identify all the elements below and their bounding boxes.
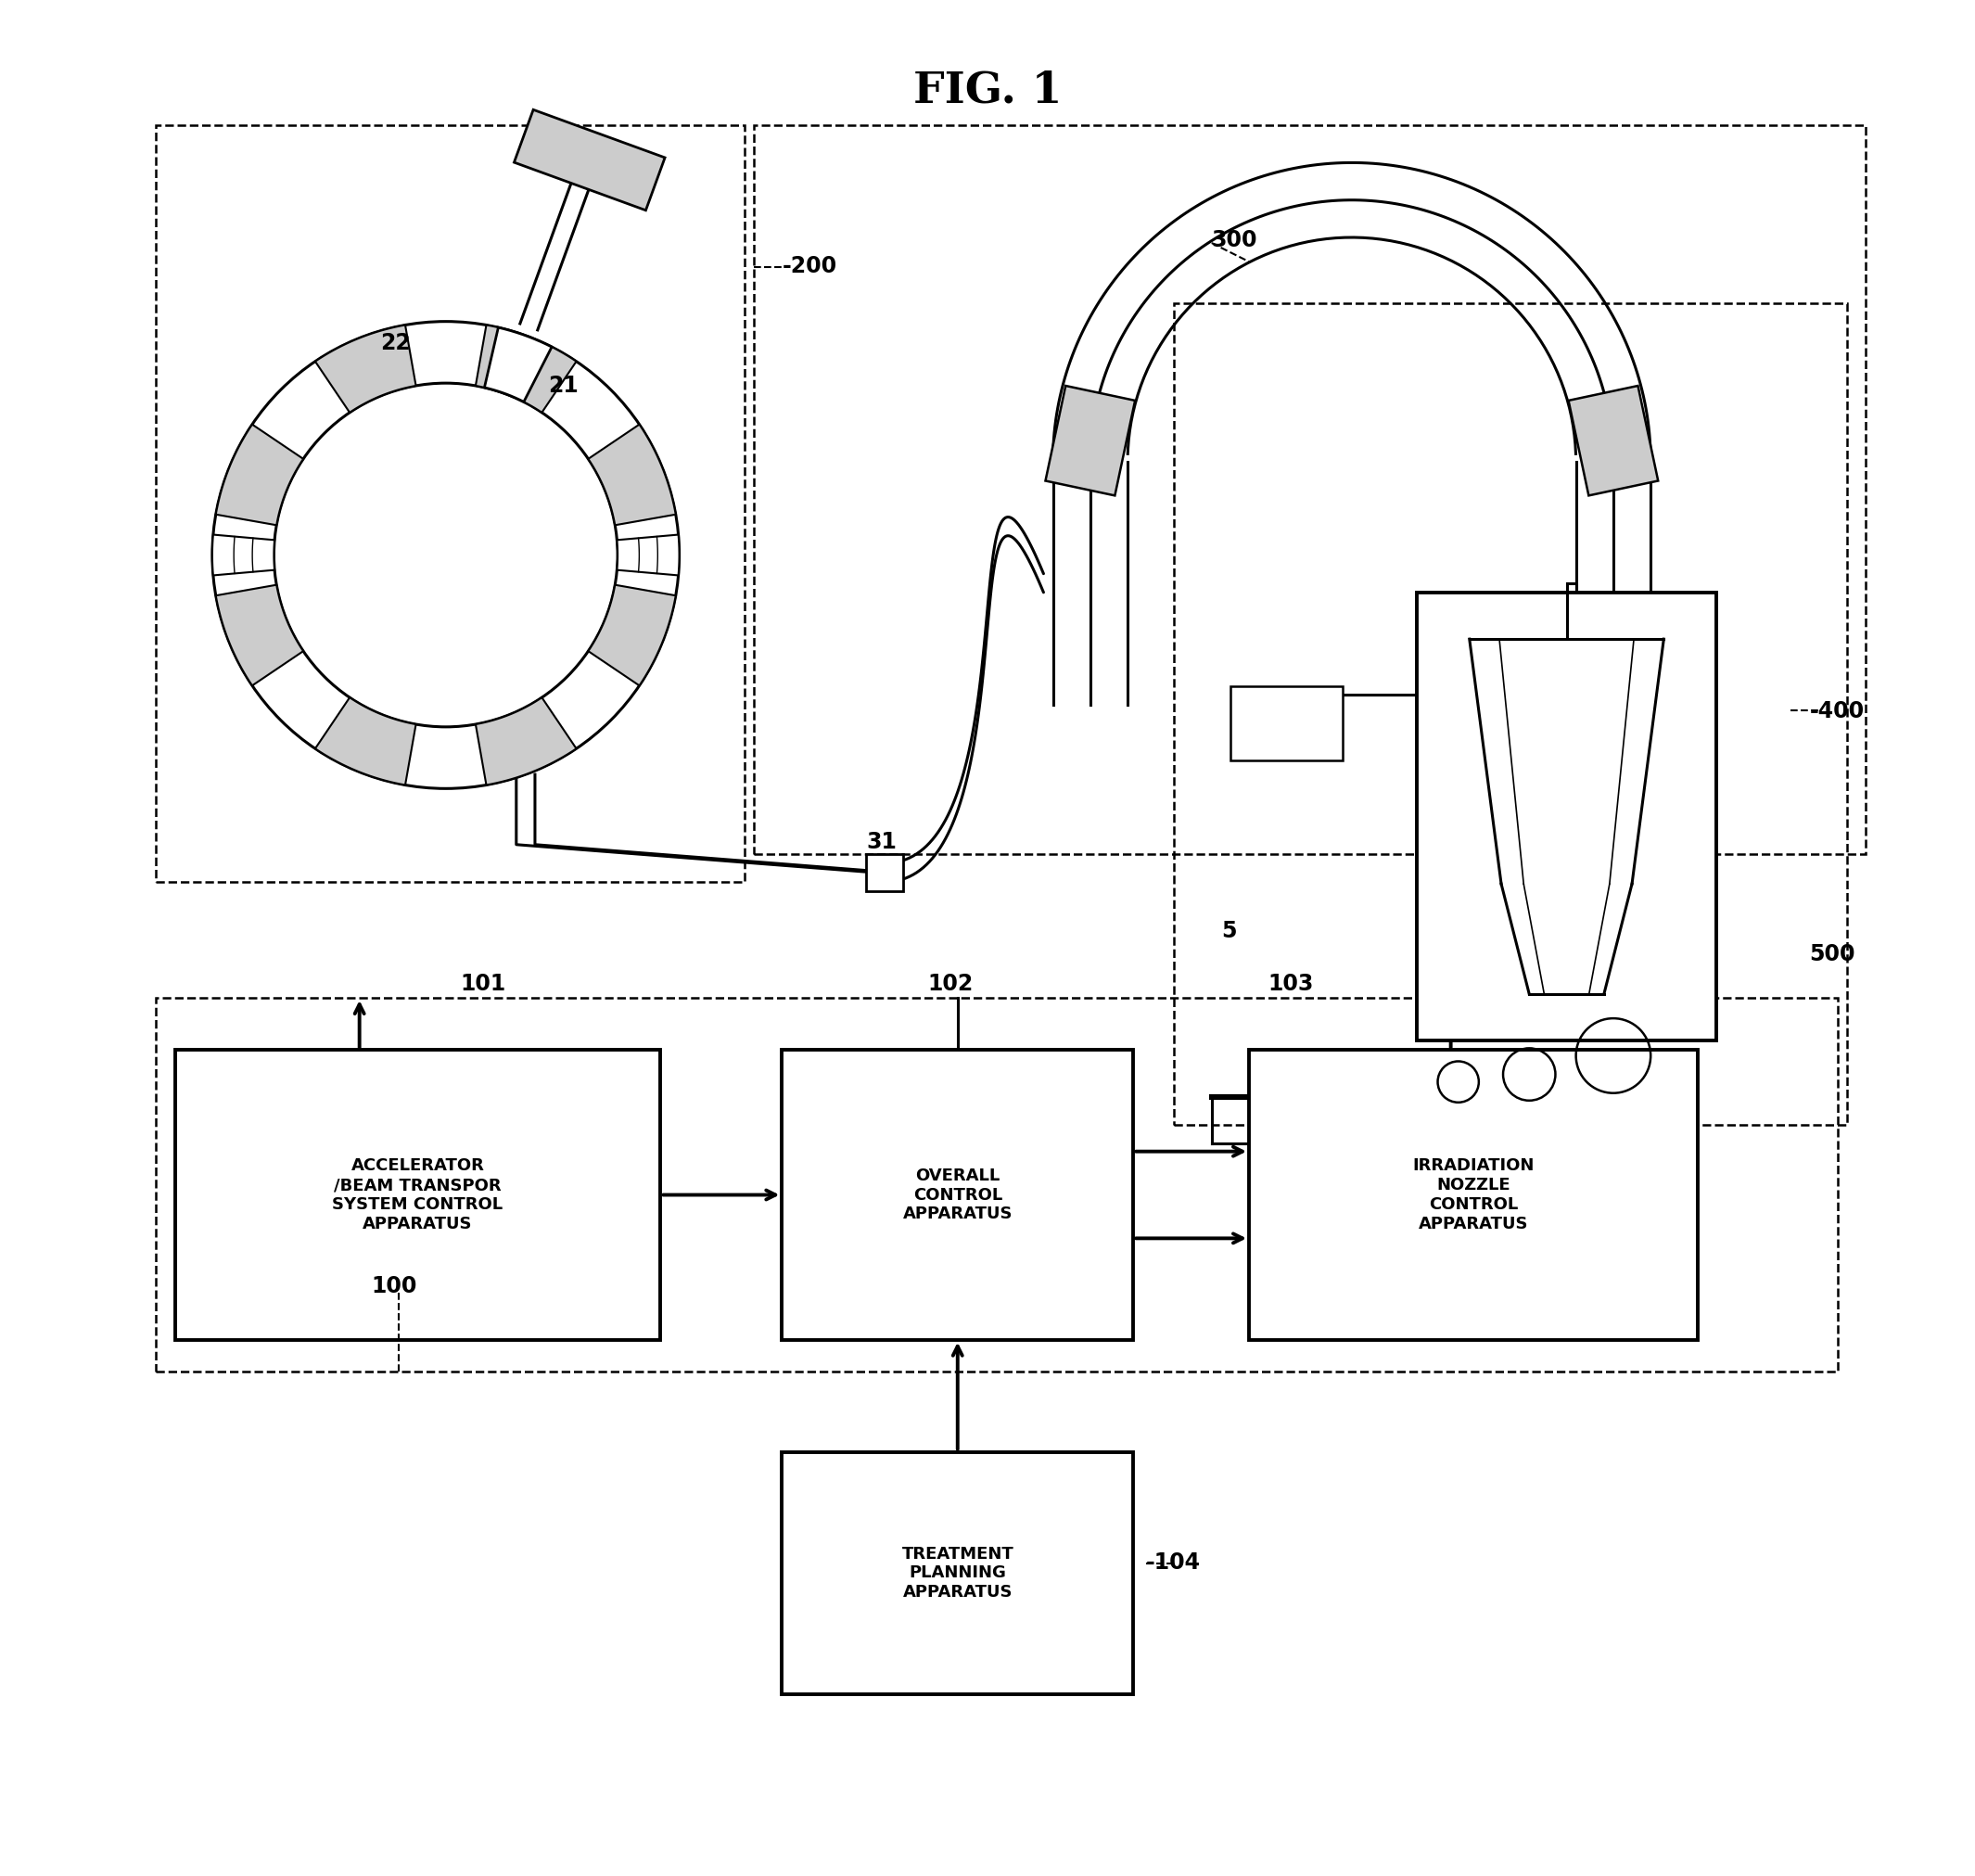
Text: 102: 102 bbox=[928, 972, 974, 994]
Polygon shape bbox=[211, 535, 275, 576]
Bar bbox=[1175, 302, 1847, 1126]
Polygon shape bbox=[476, 325, 577, 413]
Bar bbox=[156, 998, 1837, 1371]
Bar bbox=[1230, 687, 1343, 760]
Text: -400: -400 bbox=[1809, 700, 1864, 722]
Text: 21: 21 bbox=[549, 375, 579, 398]
Text: ACCELERATOR
/BEAM TRANSPOR
SYSTEM CONTROL
APPARATUS: ACCELERATOR /BEAM TRANSPOR SYSTEM CONTRO… bbox=[332, 1157, 504, 1233]
Bar bbox=[1248, 1051, 1697, 1339]
Text: 500: 500 bbox=[1809, 944, 1855, 964]
Text: 31: 31 bbox=[867, 831, 897, 854]
Polygon shape bbox=[589, 424, 675, 525]
Text: 22: 22 bbox=[381, 332, 411, 355]
Text: FIG. 1: FIG. 1 bbox=[912, 69, 1063, 113]
Bar bbox=[754, 126, 1866, 854]
Bar bbox=[514, 109, 666, 210]
Polygon shape bbox=[476, 698, 577, 784]
Text: OVERALL
CONTROL
APPARATUS: OVERALL CONTROL APPARATUS bbox=[903, 1167, 1013, 1223]
Text: 5: 5 bbox=[1221, 921, 1236, 942]
Bar bbox=[176, 1051, 660, 1339]
Bar bbox=[1045, 386, 1136, 495]
Text: 100: 100 bbox=[371, 1276, 417, 1298]
Polygon shape bbox=[616, 535, 679, 576]
Text: 101: 101 bbox=[460, 972, 506, 994]
Polygon shape bbox=[316, 325, 417, 413]
Text: 300: 300 bbox=[1213, 229, 1258, 251]
Text: -200: -200 bbox=[782, 255, 837, 278]
Polygon shape bbox=[484, 328, 551, 401]
Polygon shape bbox=[316, 698, 417, 784]
Bar bbox=[867, 854, 903, 891]
Text: -104: -104 bbox=[1145, 1551, 1201, 1574]
Polygon shape bbox=[215, 424, 304, 525]
Text: TREATMENT
PLANNING
APPARATUS: TREATMENT PLANNING APPARATUS bbox=[903, 1546, 1013, 1600]
Bar bbox=[1418, 593, 1716, 1041]
Bar bbox=[782, 1051, 1134, 1339]
Bar bbox=[782, 1452, 1134, 1694]
Polygon shape bbox=[589, 585, 675, 685]
Bar bbox=[1568, 386, 1659, 495]
Text: 103: 103 bbox=[1268, 972, 1313, 994]
Polygon shape bbox=[215, 585, 304, 685]
Text: IRRADIATION
NOZZLE
CONTROL
APPARATUS: IRRADIATION NOZZLE CONTROL APPARATUS bbox=[1412, 1157, 1535, 1233]
Bar bbox=[156, 126, 745, 882]
